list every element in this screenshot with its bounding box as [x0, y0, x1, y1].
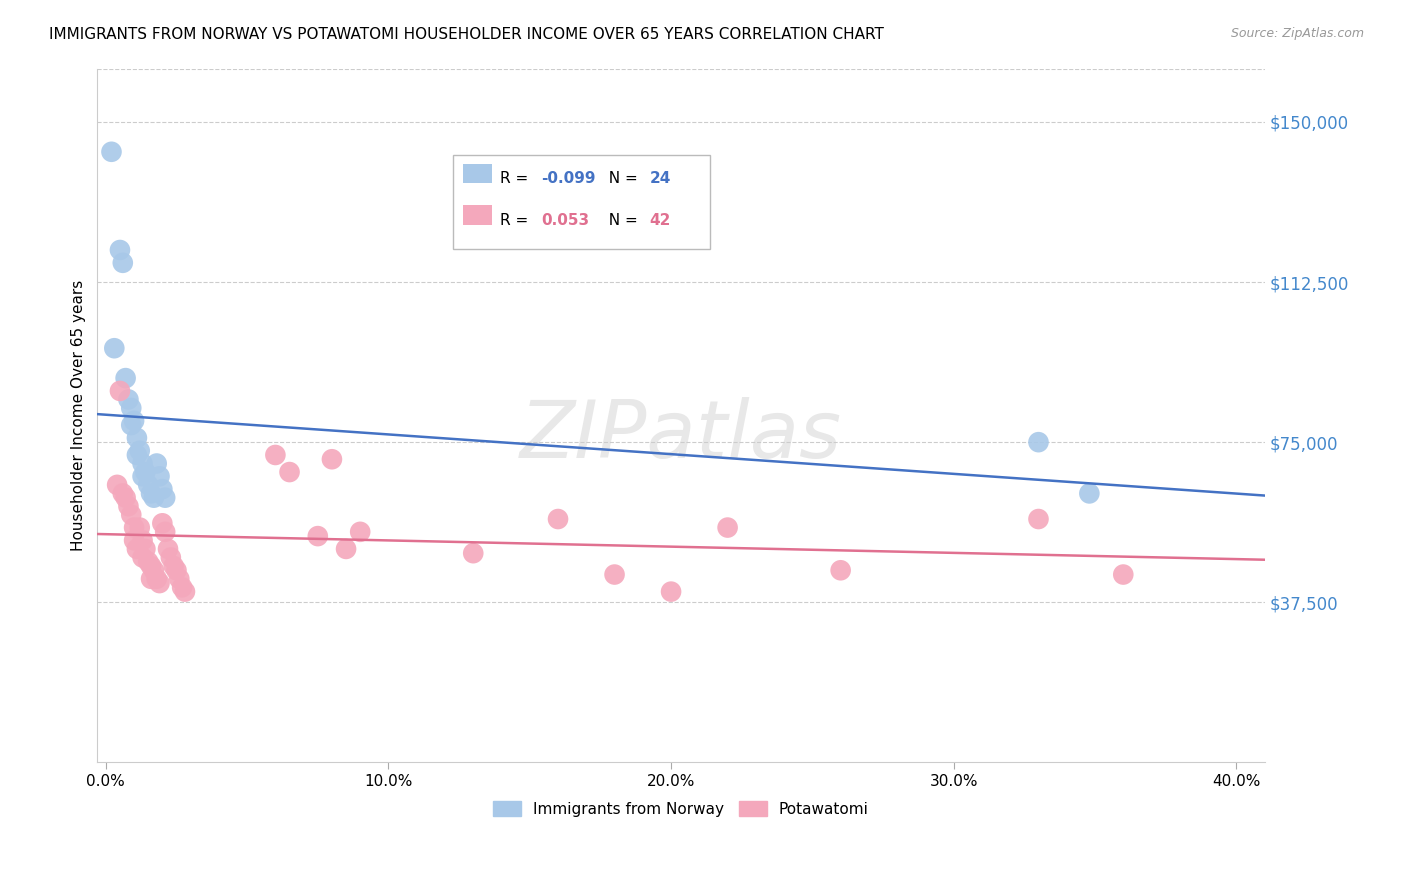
Y-axis label: Householder Income Over 65 years: Householder Income Over 65 years [72, 280, 86, 551]
Point [131, 457, 153, 471]
Point [830, 563, 852, 577]
Point [120, 401, 142, 415]
Point [120, 508, 142, 522]
Point [145, 457, 167, 471]
Point [547, 512, 569, 526]
Point [603, 567, 626, 582]
Point [100, 145, 122, 159]
Point [114, 491, 136, 505]
Point [716, 520, 738, 534]
Point [1112, 567, 1135, 582]
Point [136, 555, 159, 569]
Point [278, 465, 301, 479]
Point [105, 478, 128, 492]
Point [117, 500, 139, 514]
Point [103, 341, 125, 355]
Point [120, 418, 142, 433]
Point [139, 559, 162, 574]
Point [156, 541, 179, 556]
Point [142, 563, 165, 577]
Point [128, 443, 150, 458]
Text: Source: ZipAtlas.com: Source: ZipAtlas.com [1230, 27, 1364, 40]
Text: N =: N = [599, 171, 643, 186]
Point [131, 469, 153, 483]
Text: R =: R = [501, 171, 533, 186]
Point [148, 576, 170, 591]
Legend: Immigrants from Norway, Potawatomi: Immigrants from Norway, Potawatomi [485, 793, 876, 824]
FancyBboxPatch shape [463, 205, 492, 225]
Point [131, 533, 153, 548]
Point [145, 572, 167, 586]
Point [335, 541, 357, 556]
Point [122, 520, 145, 534]
Point [108, 384, 131, 398]
Point [1078, 486, 1101, 500]
Point [134, 465, 156, 479]
Point [128, 520, 150, 534]
Point [122, 533, 145, 548]
Point [111, 486, 134, 500]
Point [136, 478, 159, 492]
Point [160, 550, 183, 565]
Point [108, 243, 131, 257]
Point [150, 482, 173, 496]
FancyBboxPatch shape [463, 163, 492, 183]
Point [142, 491, 165, 505]
Point [114, 371, 136, 385]
Point [122, 414, 145, 428]
Point [150, 516, 173, 531]
Text: 42: 42 [650, 213, 671, 227]
Point [172, 580, 194, 594]
Point [125, 448, 148, 462]
Point [463, 546, 485, 560]
FancyBboxPatch shape [453, 155, 710, 249]
Text: IMMIGRANTS FROM NORWAY VS POTAWATOMI HOUSEHOLDER INCOME OVER 65 YEARS CORRELATIO: IMMIGRANTS FROM NORWAY VS POTAWATOMI HOU… [49, 27, 884, 42]
Text: 24: 24 [650, 171, 671, 186]
Point [166, 563, 188, 577]
Point [134, 541, 156, 556]
Text: R =: R = [501, 213, 533, 227]
Point [139, 572, 162, 586]
Point [153, 491, 176, 505]
Point [131, 550, 153, 565]
Point [117, 392, 139, 407]
Point [264, 448, 287, 462]
Point [153, 524, 176, 539]
Point [163, 559, 186, 574]
Point [148, 469, 170, 483]
Text: 0.053: 0.053 [541, 213, 589, 227]
Point [111, 256, 134, 270]
Text: ZIPatlas: ZIPatlas [520, 397, 842, 475]
Point [174, 584, 197, 599]
Point [349, 524, 371, 539]
Point [125, 431, 148, 445]
Point [307, 529, 329, 543]
Point [169, 572, 191, 586]
Text: N =: N = [599, 213, 643, 227]
Point [139, 486, 162, 500]
Text: -0.099: -0.099 [541, 171, 595, 186]
Point [321, 452, 343, 467]
Point [1028, 512, 1050, 526]
Point [125, 541, 148, 556]
Point [659, 584, 682, 599]
Point [1028, 435, 1050, 450]
